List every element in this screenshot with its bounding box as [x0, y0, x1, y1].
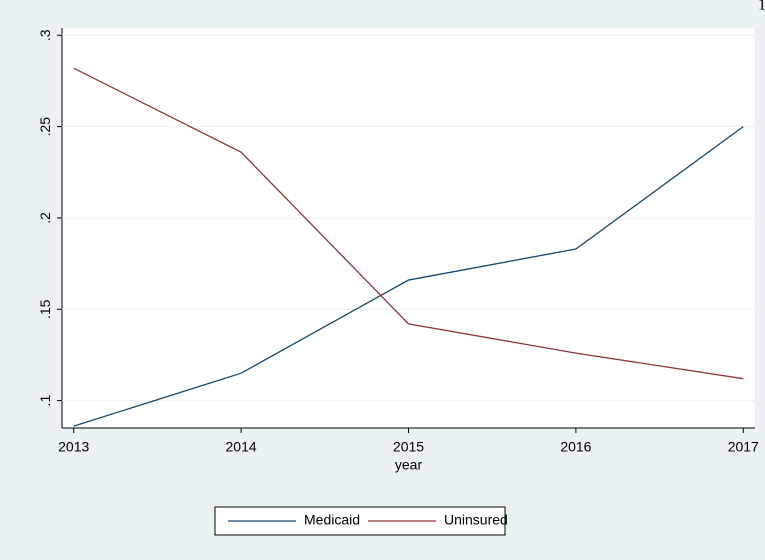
series-line	[73, 67, 744, 380]
series-line	[73, 126, 744, 427]
y-tick-label: .15	[37, 299, 53, 319]
x-tick-label: 2017	[728, 439, 759, 455]
plot-area	[62, 28, 755, 428]
legend-label: Medicaid	[304, 512, 360, 528]
y-tick-label: .1	[37, 395, 53, 407]
x-tick-label: 2016	[560, 439, 591, 455]
y-tick-label: .3	[37, 29, 53, 41]
y-tick-label: .25	[37, 117, 53, 137]
legend-label: Uninsured	[444, 512, 508, 528]
x-tick-label: 2014	[226, 439, 257, 455]
x-axis-label: year	[395, 457, 423, 473]
y-tick-label: .2	[37, 212, 53, 224]
corner-text: 1	[758, 0, 765, 14]
x-tick-label: 2015	[393, 439, 424, 455]
x-tick-label: 2013	[58, 439, 89, 455]
